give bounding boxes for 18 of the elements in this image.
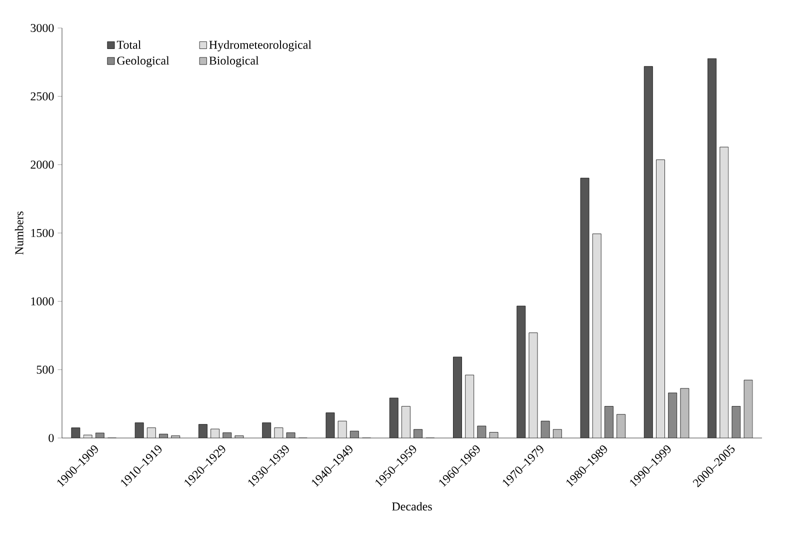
y-tick-label: 2000 [30,160,54,169]
y-tick-label: 1500 [31,228,54,238]
bar [516,306,526,438]
bar [708,58,716,438]
y-tick-label: 1000 [31,297,54,306]
y-tick-label: 2500 [30,92,54,100]
y-tick-label: 0 [48,434,54,442]
bar [390,398,398,438]
legend-label: Biological [209,56,259,68]
y-tick-label: 500 [36,366,54,374]
y-tick-label: 3000 [30,24,54,32]
bar [453,356,462,438]
legend-label: Geological [117,56,170,68]
legend-label: Total [116,40,141,49]
y-axis-title: Numbers [14,211,24,255]
bar [644,66,653,438]
x-axis-title: Decades [392,502,432,511]
legend-label: Hydrometeorological [209,40,312,52]
